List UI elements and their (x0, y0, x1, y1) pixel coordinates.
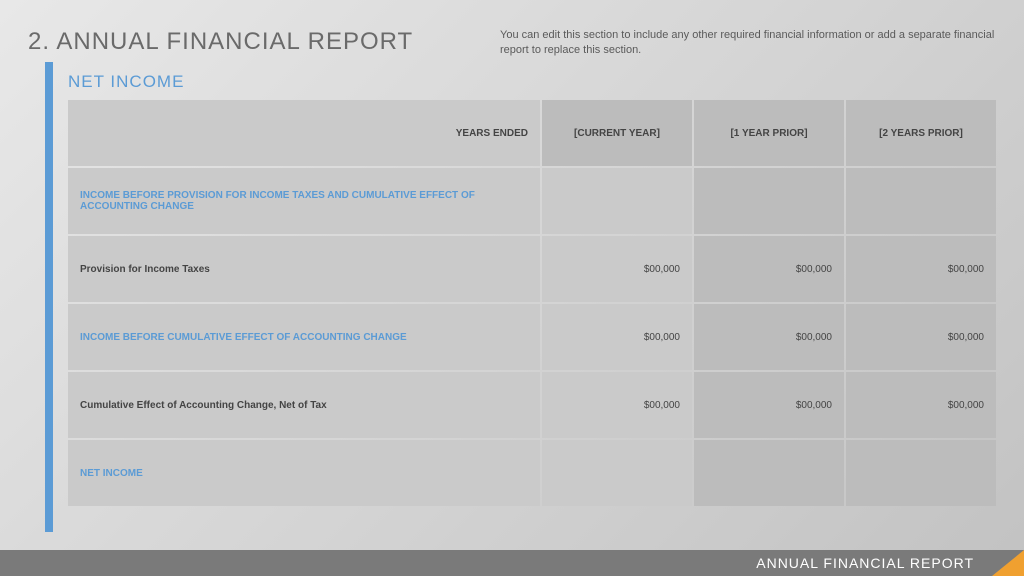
page-title: 2. ANNUAL FINANCIAL REPORT (28, 28, 413, 56)
row-value (694, 440, 844, 506)
header-1-year-prior: [1 YEAR PRIOR] (694, 100, 844, 166)
row-value (846, 168, 996, 234)
row-label: INCOME BEFORE CUMULATIVE EFFECT OF ACCOU… (68, 304, 540, 370)
page-description: You can edit this section to include any… (500, 28, 996, 59)
row-label: INCOME BEFORE PROVISION FOR INCOME TAXES… (68, 168, 540, 234)
row-label: NET INCOME (68, 440, 540, 506)
row-value: $00,000 (694, 236, 844, 302)
row-value: $00,000 (846, 372, 996, 438)
footer-text: ANNUAL FINANCIAL REPORT (756, 555, 974, 571)
row-value: $00,000 (846, 236, 996, 302)
header-2-years-prior: [2 YEARS PRIOR] (846, 100, 996, 166)
row-value (846, 440, 996, 506)
row-label: Cumulative Effect of Accounting Change, … (68, 372, 540, 438)
header-years-ended: YEARS ENDED (68, 100, 540, 166)
row-value: $00,000 (694, 304, 844, 370)
row-value (542, 168, 692, 234)
footer-bar: ANNUAL FINANCIAL REPORT (0, 550, 1024, 576)
header-current-year: [CURRENT YEAR] (542, 100, 692, 166)
financial-table: YEARS ENDED [CURRENT YEAR] [1 YEAR PRIOR… (68, 100, 996, 506)
row-value: $00,000 (542, 372, 692, 438)
row-value (542, 440, 692, 506)
row-value: $00,000 (846, 304, 996, 370)
section-title: NET INCOME (68, 72, 184, 92)
accent-bar (45, 62, 53, 532)
row-label: Provision for Income Taxes (68, 236, 540, 302)
row-value: $00,000 (542, 304, 692, 370)
row-value (694, 168, 844, 234)
footer-accent-triangle (992, 550, 1024, 576)
row-value: $00,000 (694, 372, 844, 438)
row-value: $00,000 (542, 236, 692, 302)
